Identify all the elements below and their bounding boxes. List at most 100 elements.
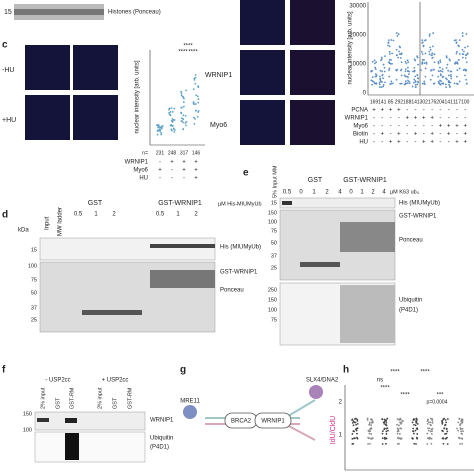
dot: [390, 80, 393, 83]
dot: [412, 70, 414, 73]
dot: [173, 107, 176, 110]
dot: [408, 80, 411, 83]
label: +: [194, 176, 198, 182]
dot: [459, 422, 462, 425]
dot: [429, 46, 432, 49]
dot: [193, 122, 196, 125]
label: -: [373, 140, 375, 146]
dot: [401, 419, 404, 422]
dot: [194, 74, 197, 76]
dot: [432, 68, 435, 71]
label: -: [390, 116, 392, 122]
dot: [415, 443, 417, 445]
dot: [404, 68, 407, 70]
label: 50: [31, 290, 37, 296]
dot: [466, 53, 469, 56]
dot: [456, 50, 458, 53]
dot: [429, 78, 432, 81]
dot: [168, 113, 171, 116]
dot: [381, 437, 384, 440]
label: 100: [461, 99, 470, 105]
dot: [396, 418, 399, 420]
dot: [174, 129, 176, 131]
dot: [387, 44, 389, 47]
dot: [368, 432, 371, 435]
label: 0: [299, 190, 303, 196]
label: 4: [382, 190, 386, 196]
dot: [444, 83, 447, 86]
dot: [395, 48, 398, 51]
label: Ponceau: [220, 288, 244, 294]
label: -: [373, 124, 375, 130]
label: Myo6: [210, 122, 227, 129]
dot: [366, 419, 369, 421]
dot: [385, 424, 388, 427]
dot: [431, 52, 434, 55]
dot: [356, 427, 358, 430]
dot: [192, 88, 195, 91]
dot: [428, 53, 431, 56]
dot: [367, 443, 369, 445]
label: -: [415, 140, 417, 146]
dot: [396, 423, 398, 426]
label: -: [439, 140, 441, 146]
dot: [455, 52, 458, 55]
dot: [465, 82, 468, 85]
label: GST-RM: [69, 387, 75, 409]
dot: [456, 75, 458, 78]
dot: [368, 421, 371, 424]
dot: [399, 82, 402, 85]
label: ****: [400, 393, 410, 399]
dot: [445, 421, 448, 424]
label: -: [464, 108, 466, 114]
dot: [381, 443, 384, 445]
dot: [444, 424, 446, 427]
dot: [456, 83, 459, 85]
label: +: [455, 140, 459, 146]
label: 188: [403, 99, 412, 105]
dot: [457, 429, 460, 432]
dot: [461, 427, 464, 430]
label: +: [158, 168, 162, 174]
dot: [375, 82, 377, 85]
label: nuclear intensity [arb. units]: [348, 11, 354, 84]
label: 1: [339, 433, 343, 439]
label: +: [194, 168, 198, 174]
dot: [173, 131, 176, 133]
label: +: [430, 116, 434, 122]
dot: [424, 52, 427, 55]
dot: [439, 61, 442, 64]
dot: [168, 108, 170, 111]
label: -: [406, 132, 408, 138]
dot: [390, 39, 393, 41]
label: h: [343, 365, 349, 376]
dot: [426, 432, 429, 435]
dot: [382, 85, 384, 88]
dot: [375, 74, 378, 77]
dot: [398, 419, 400, 421]
dot: [180, 112, 183, 115]
dot: [196, 115, 199, 118]
dot: [403, 83, 406, 86]
dot: [414, 424, 417, 427]
dot: [428, 436, 431, 439]
dot: [446, 63, 449, 66]
dot: [408, 73, 410, 76]
blot-d: [39, 237, 216, 333]
dot: [441, 70, 444, 73]
dot: [161, 125, 163, 128]
dot: [460, 432, 463, 435]
dot: [450, 70, 453, 73]
dot: [464, 69, 467, 72]
dot: [450, 75, 452, 78]
dot: [422, 45, 425, 48]
label: -: [456, 108, 458, 114]
dot: [371, 60, 374, 63]
dot: [456, 61, 459, 64]
dot: [464, 74, 466, 77]
dot: [458, 418, 461, 420]
label: GST-WRNIP1: [158, 200, 202, 207]
dot: [372, 421, 374, 424]
dot: [367, 429, 370, 432]
dot: [429, 421, 432, 424]
